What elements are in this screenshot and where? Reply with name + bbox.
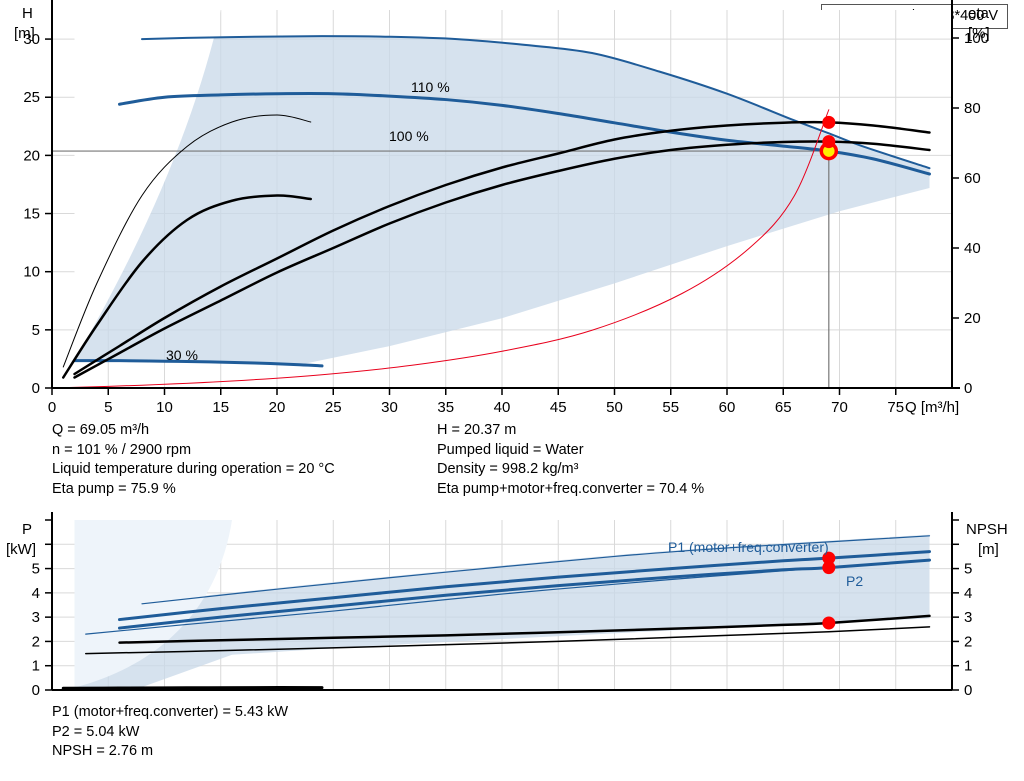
- tick-label-right: 80: [964, 100, 981, 117]
- axis-unit-h: [m]: [14, 25, 35, 42]
- tick-label-bottom: 0: [48, 399, 56, 415]
- tick-label-right: 5: [964, 561, 972, 578]
- curve-label-30: 30 %: [166, 347, 198, 363]
- operating-info-left-line-3: Eta pump = 75.9 %: [52, 480, 176, 497]
- operating-info-right-line-2: Density = 998.2 kg/m³: [437, 461, 579, 477]
- tick-label-left: 4: [32, 585, 40, 602]
- axis-unit-p: [kW]: [6, 541, 36, 558]
- tick-label-right: 40: [964, 240, 981, 257]
- tick-label-bottom: 75: [887, 399, 904, 415]
- tick-label-bottom: 65: [775, 399, 792, 415]
- tick-label-left: 1: [32, 658, 40, 675]
- operating-info-right-line-1: Pumped liquid = Water: [437, 441, 584, 458]
- curve-label-100: 100 %: [389, 128, 429, 144]
- tick-label-right: 4: [964, 585, 972, 602]
- operating-info-right-line-0: H = 20.37 m: [437, 422, 517, 438]
- curve-100: [118, 92, 931, 176]
- operating-info-right-line-3: Eta pump+motor+freq.converter = 70.4 %: [437, 480, 705, 497]
- tick-label-right: 60: [964, 170, 981, 187]
- axis-title-eta: eta: [968, 5, 990, 22]
- operating-info-right: H = 20.37 m Pumped liquid = Water Density …: [437, 421, 704, 499]
- curve-p-30-speed: [61, 686, 324, 690]
- tick-label-right: 3: [964, 609, 972, 626]
- curve-label-110: 110 %: [411, 79, 450, 95]
- tick-label-left: 5: [32, 561, 40, 578]
- tick-label-right: 0: [964, 380, 972, 397]
- tick-label-bottom: 25: [325, 399, 342, 415]
- operating-envelope: [74, 36, 930, 365]
- tick-label-bottom: 30: [381, 399, 398, 415]
- tick-label-left: 3: [32, 609, 40, 626]
- curve-npsh: [118, 614, 931, 644]
- curve-npsh-upper-chart-red: [51, 109, 830, 389]
- power-envelope-left-wedge: [74, 520, 232, 688]
- tick-label-bottom: 55: [662, 399, 679, 415]
- curve-npsh-lower: [85, 626, 931, 655]
- duty-point-eta-pump[interactable]: [822, 115, 836, 129]
- tick-label-right: 100: [964, 30, 989, 47]
- tick-label-bottom: 20: [269, 399, 286, 415]
- power-info-line-0: P1 (motor+freq.converter) = 5.43 kW: [52, 704, 289, 720]
- operating-info-left-line-2: Liquid temperature during operation = 20…: [52, 461, 335, 477]
- curve-p2-lower-band: [85, 559, 931, 635]
- curve-p1-motor-freq-converter-110: [141, 535, 931, 605]
- tick-label-left: 20: [23, 147, 40, 164]
- tick-label-bottom: 15: [212, 399, 229, 415]
- curve-eta-pump-30-speed-total: [62, 194, 312, 379]
- axis-title-q: Q [m³/h]: [905, 399, 959, 415]
- tick-label-bottom: 60: [719, 399, 736, 415]
- duty-point-p1[interactable]: [822, 551, 836, 565]
- operating-info-left: Q = 69.05 m³/h n = 101 % / 2900 rpm Liquid…: [52, 421, 335, 499]
- tick-label-bottom: 5: [104, 399, 112, 415]
- curve-label-p1: P1 (motor+freq.converter): [668, 539, 829, 555]
- duty-point-p2[interactable]: [822, 561, 836, 575]
- tick-label-left: 0: [32, 682, 40, 699]
- tick-label-bottom: 10: [156, 399, 173, 415]
- head-efficiency-chart: 0 5 10 15 20 25 30 0 20 40 60 80 100 0 5 10 15 20 25 30 35 40…: [14, 0, 990, 415]
- duty-point-eta-total[interactable]: [822, 135, 836, 149]
- curve-eta-30-speed: [62, 114, 312, 368]
- tick-label-bottom: 35: [437, 399, 454, 415]
- power-info: P1 (motor+freq.converter) = 5.43 kW P2 = …: [52, 703, 288, 762]
- tick-label-left: 0: [32, 380, 40, 397]
- tick-label-left: 5: [32, 322, 40, 339]
- curve-label-p2: P2: [846, 573, 863, 589]
- axis-unit-eta: [%]: [968, 25, 990, 42]
- tick-label-left: 25: [23, 89, 40, 106]
- curve-p1-motor-freq-converter-100: [118, 550, 931, 622]
- curve-30: [73, 359, 324, 368]
- axis-title-h: H: [22, 5, 33, 22]
- tick-label-bottom: 70: [831, 399, 848, 415]
- axis-title-npsh: NPSH: [966, 521, 1008, 538]
- power-info-line-1: P2 = 5.04 kW: [52, 723, 140, 740]
- tick-label-right: 1: [964, 658, 972, 675]
- bottom-plot-group: 0 1 2 3 4 5 0 1 2 3 4 5 P [kW] NPSH [m] P1 (motor+freq.c…: [6, 512, 1008, 699]
- power-info-line-2: NPSH = 2.76 m: [52, 743, 154, 759]
- top-plot-group: 0 5 10 15 20 25 30 0 20 40 60 80 100 0 5 10 15 20 25 30 35 40…: [14, 0, 990, 415]
- power-npsh-chart: 0 1 2 3 4 5 0 1 2 3 4 5 P [kW] NPSH [m] P1 (motor+freq.c…: [6, 512, 1008, 699]
- tick-label-right: 2: [964, 633, 972, 650]
- operating-info-left-line-0: Q = 69.05 m³/h: [52, 422, 150, 438]
- tick-label-left: 15: [23, 206, 40, 223]
- duty-point-npsh[interactable]: [822, 616, 836, 630]
- tick-label-left: 30: [23, 31, 40, 48]
- tick-label-right: 20: [964, 310, 981, 327]
- tick-label-left: 2: [32, 633, 40, 650]
- curve-eta-pump-motor-fc-100: [73, 140, 931, 379]
- axis-title-p: P: [22, 521, 32, 538]
- operating-info-left-line-1: n = 101 % / 2900 rpm: [52, 441, 192, 458]
- tick-label-bottom: 45: [550, 399, 567, 415]
- tick-label-left: 10: [23, 264, 40, 281]
- tick-label-right: 0: [964, 682, 972, 699]
- tick-label-bottom: 50: [606, 399, 623, 415]
- tick-label-bottom: 40: [494, 399, 511, 415]
- axis-unit-npsh: [m]: [978, 541, 999, 558]
- curve-110: [141, 35, 931, 170]
- curve-eta-pump-100: [73, 120, 931, 376]
